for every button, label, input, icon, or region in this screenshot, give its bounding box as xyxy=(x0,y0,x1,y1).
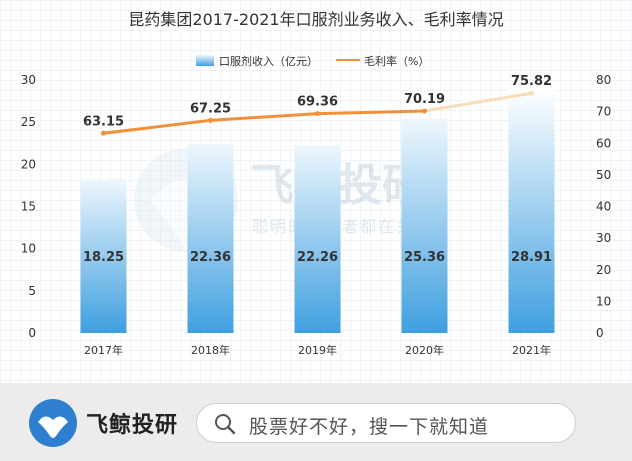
line-value-label: 75.82 xyxy=(511,74,552,89)
right-tick-label: 10 xyxy=(596,294,611,308)
legend-bar-swatch xyxy=(196,55,214,66)
legend: 口服剂收入（亿元） 毛利率（%） xyxy=(196,54,429,68)
left-tick-label: 20 xyxy=(21,157,36,171)
line-point xyxy=(315,111,320,117)
left-tick-label: 10 xyxy=(21,242,36,256)
left-tick-label: 25 xyxy=(21,115,36,129)
line-point xyxy=(101,130,106,136)
bar-value-label: 25.36 xyxy=(404,250,445,265)
left-tick-label: 0 xyxy=(28,326,36,340)
line-segment xyxy=(209,112,319,122)
bar xyxy=(401,119,448,333)
bar xyxy=(187,144,234,333)
line-segment xyxy=(316,109,426,116)
right-tick-label: 80 xyxy=(596,73,611,87)
line-point xyxy=(529,90,534,96)
search-text: 股票好不好，搜一下就知道 xyxy=(249,416,490,438)
left-tick-label: 15 xyxy=(21,200,36,214)
line-series: 63.15 67.25 69.36 70.19 75.82 xyxy=(83,74,552,136)
right-tick-label: 0 xyxy=(596,326,604,340)
bar xyxy=(80,179,127,333)
category-labels: 2017年 2018年 2019年 2020年 2021年 xyxy=(84,343,551,357)
line-segment xyxy=(423,91,533,113)
line-point xyxy=(208,117,213,123)
category-label: 2020年 xyxy=(405,343,444,357)
left-axis: 0 5 10 15 20 25 30 xyxy=(21,73,36,340)
bar xyxy=(294,145,341,333)
right-tick-label: 20 xyxy=(596,263,611,277)
footer-brand: 飞鲸投研 xyxy=(86,413,179,438)
bar xyxy=(508,89,555,333)
bar-value-label: 28.91 xyxy=(511,250,552,265)
bars: 18.25 22.36 22.26 25.36 28.91 xyxy=(80,89,555,333)
bar-value-label: 22.36 xyxy=(190,250,231,265)
search-box[interactable]: 股票好不好，搜一下就知道 xyxy=(196,403,576,443)
left-tick-label: 30 xyxy=(21,73,36,87)
category-label: 2019年 xyxy=(298,343,337,357)
legend-bar-label: 口服剂收入（亿元） xyxy=(219,54,318,68)
line-value-label: 67.25 xyxy=(190,101,231,116)
line-value-label: 69.36 xyxy=(297,95,338,110)
search-icon xyxy=(215,414,236,435)
category-label: 2017年 xyxy=(84,343,123,357)
bar-value-label: 18.25 xyxy=(83,250,124,265)
right-tick-label: 40 xyxy=(596,200,611,214)
left-tick-label: 5 xyxy=(28,284,36,298)
bar-value-label: 22.26 xyxy=(297,250,338,265)
chart-title: 昆药集团2017-2021年口服剂业务收入、毛利率情况 xyxy=(128,10,503,29)
line-value-label: 63.15 xyxy=(83,114,124,129)
chart-area: 昆药集团2017-2021年口服剂业务收入、毛利率情况 口服剂收入（亿元） 毛利… xyxy=(0,0,632,383)
right-tick-label: 30 xyxy=(596,231,611,245)
line-point xyxy=(422,108,427,114)
footer-bar: 飞鲸投研 股票好不好，搜一下就知道 xyxy=(0,383,632,461)
category-label: 2021年 xyxy=(512,343,551,357)
right-axis: 0 10 20 30 40 50 60 70 80 xyxy=(596,73,611,340)
right-tick-label: 70 xyxy=(596,105,611,119)
right-tick-label: 50 xyxy=(596,168,611,182)
watermark: 飞鲸投研 聪明的投资者都在关注 xyxy=(134,148,430,252)
line-segment xyxy=(102,118,212,135)
right-tick-label: 60 xyxy=(596,136,611,150)
category-label: 2018年 xyxy=(191,343,230,357)
legend-line-label: 毛利率（%） xyxy=(364,54,429,68)
chart: 昆药集团2017-2021年口服剂业务收入、毛利率情况 口服剂收入（亿元） 毛利… xyxy=(21,10,612,357)
whale-logo-icon xyxy=(29,399,77,447)
line-value-label: 70.19 xyxy=(404,92,445,107)
